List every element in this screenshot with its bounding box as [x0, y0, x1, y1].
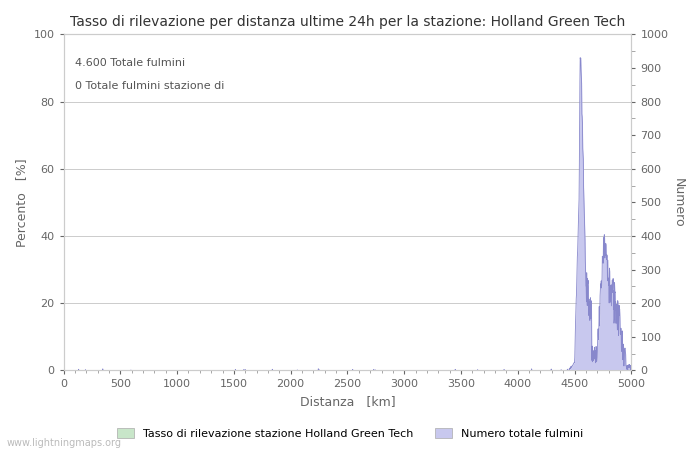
Y-axis label: Percento   [%]: Percento [%] — [15, 158, 28, 247]
Text: www.lightningmaps.org: www.lightningmaps.org — [7, 438, 122, 448]
Text: 4.600 Totale fulmini: 4.600 Totale fulmini — [75, 58, 185, 68]
Title: Tasso di rilevazione per distanza ultime 24h per la stazione: Holland Green Tech: Tasso di rilevazione per distanza ultime… — [70, 15, 625, 29]
X-axis label: Distanza   [km]: Distanza [km] — [300, 395, 395, 408]
Text: 0 Totale fulmini stazione di: 0 Totale fulmini stazione di — [75, 81, 224, 91]
Legend: Tasso di rilevazione stazione Holland Green Tech, Numero totale fulmini: Tasso di rilevazione stazione Holland Gr… — [111, 423, 589, 445]
Y-axis label: Numero: Numero — [672, 178, 685, 227]
